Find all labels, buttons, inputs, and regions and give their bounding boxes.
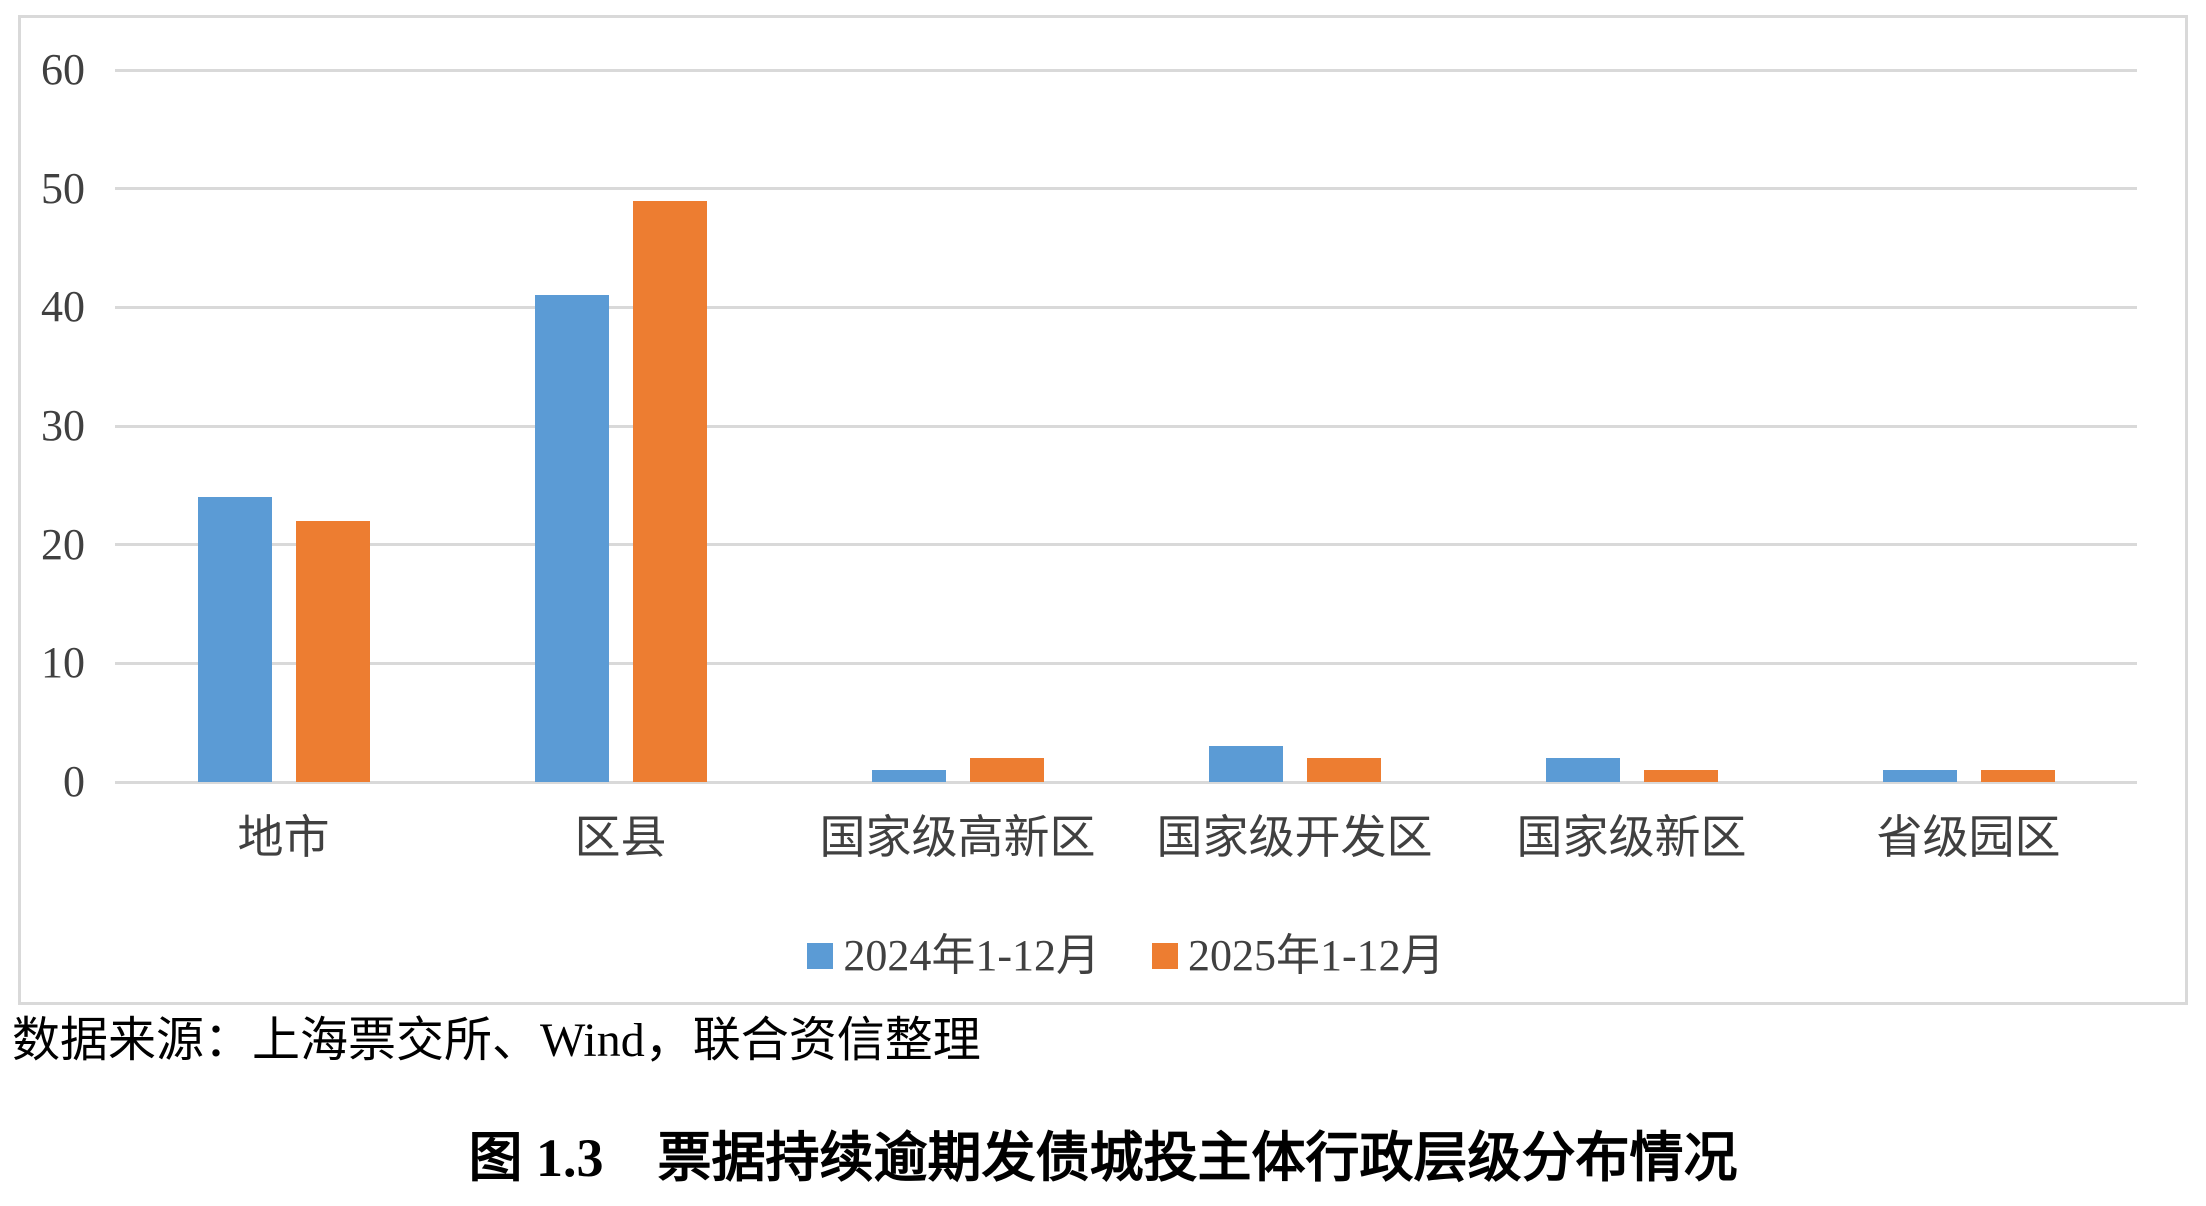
gridline-y-40 xyxy=(115,305,2137,309)
bar-series-2-category-3 xyxy=(969,758,1044,782)
gridline-y-10 xyxy=(115,661,2137,665)
bar-series-1-category-3 xyxy=(871,770,946,782)
bar-series-2-category-1 xyxy=(295,520,370,782)
plot-area: 0 10 20 30 40 50 60 xyxy=(41,48,2137,804)
bar-chart: 0 10 20 30 40 50 60 地市 区县 国家级高新区 国家级开发区 国家级新区 省级园区 … xyxy=(18,15,2188,1005)
y-tick-label: 20 xyxy=(41,519,85,569)
legend-label: 2024年1-12月 xyxy=(843,931,1100,980)
bar-group-1 xyxy=(115,70,452,782)
gridline-y-20 xyxy=(115,543,2137,547)
bars-layer xyxy=(115,70,2137,782)
bar-series-1-category-2 xyxy=(534,295,609,782)
bar-series-2-category-2 xyxy=(632,200,707,782)
gridline-y-0 xyxy=(115,780,2137,784)
y-tick-label: 50 xyxy=(41,163,85,213)
legend: 2024年1-12月 2025年1-12月 xyxy=(115,926,2137,986)
x-axis-label-5: 国家级新区 xyxy=(1516,812,1747,863)
bar-group-5 xyxy=(1463,70,1800,782)
x-axis-label-4: 国家级开发区 xyxy=(1156,812,1433,863)
legend-item-2: 2025年1-12月 xyxy=(1152,934,1445,978)
legend-label: 2025年1-12月 xyxy=(1188,931,1445,980)
x-axis-label-6: 省级园区 xyxy=(1876,812,2061,863)
legend-swatch-icon xyxy=(1152,943,1178,969)
bar-series-2-category-6 xyxy=(1980,770,2055,782)
bar-series-1-category-4 xyxy=(1208,746,1283,782)
bar-group-6 xyxy=(1800,70,2137,782)
gridline-y-30 xyxy=(115,424,2137,428)
bar-group-3 xyxy=(789,70,1126,782)
figure-caption: 图 1.3 票据持续逾期发债城投主体行政层级分布情况 xyxy=(468,1128,1738,1188)
bar-series-1-category-1 xyxy=(197,497,272,782)
x-axis-labels: 地市 区县 国家级高新区 国家级开发区 国家级新区 省级园区 xyxy=(115,812,2137,865)
legend-swatch-icon xyxy=(807,943,834,969)
y-tick-label: 60 xyxy=(41,45,85,94)
legend-item-1: 2024年1-12月 xyxy=(807,934,1100,978)
y-tick-label: 30 xyxy=(41,401,85,450)
bar-series-1-category-6 xyxy=(1882,770,1957,782)
y-tick-label: 40 xyxy=(41,282,85,332)
bar-group-4 xyxy=(1126,70,1463,782)
bar-series-2-category-4 xyxy=(1306,758,1381,782)
x-axis-label-2: 区县 xyxy=(574,812,667,863)
bar-series-1-category-5 xyxy=(1545,758,1620,782)
y-tick-label: 0 xyxy=(63,757,85,806)
gridline-y-50 xyxy=(115,187,2137,191)
x-axis-label-1: 地市 xyxy=(237,812,330,863)
gridline-y-60 xyxy=(115,68,2137,72)
bar-group-2 xyxy=(452,70,789,782)
source-note: 数据来源：上海票交所、Wind，联合资信整理 xyxy=(12,1014,981,1067)
y-tick-label: 10 xyxy=(41,638,85,688)
x-axis-label-3: 国家级高新区 xyxy=(819,812,1096,863)
bar-series-2-category-5 xyxy=(1643,770,1718,782)
